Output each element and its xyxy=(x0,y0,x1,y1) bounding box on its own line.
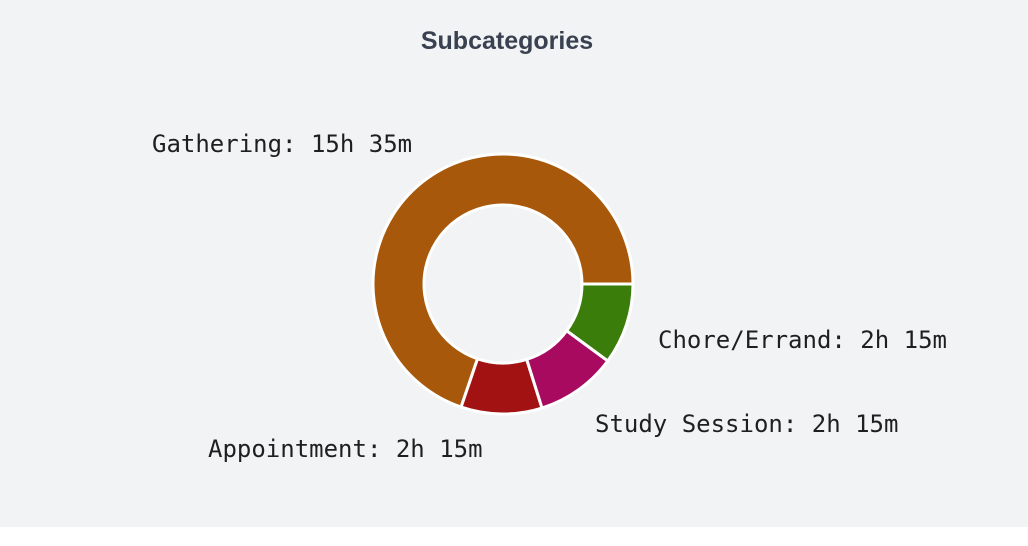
slice-label-study-session: Study Session: 2h 15m xyxy=(595,410,899,438)
slice-label-appointment: Appointment: 2h 15m xyxy=(208,435,483,463)
chart-background: Subcategories Gathering: 15h 35m Appoint… xyxy=(0,0,1028,527)
donut-chart xyxy=(371,152,635,416)
donut-segment-gathering xyxy=(371,152,635,409)
slice-label-gathering: Gathering: 15h 35m xyxy=(152,130,413,158)
slice-label-chore-errand: Chore/Errand: 2h 15m xyxy=(658,326,947,354)
donut-segment-chore-errand xyxy=(564,282,635,363)
chart-title: Subcategories xyxy=(420,27,594,55)
